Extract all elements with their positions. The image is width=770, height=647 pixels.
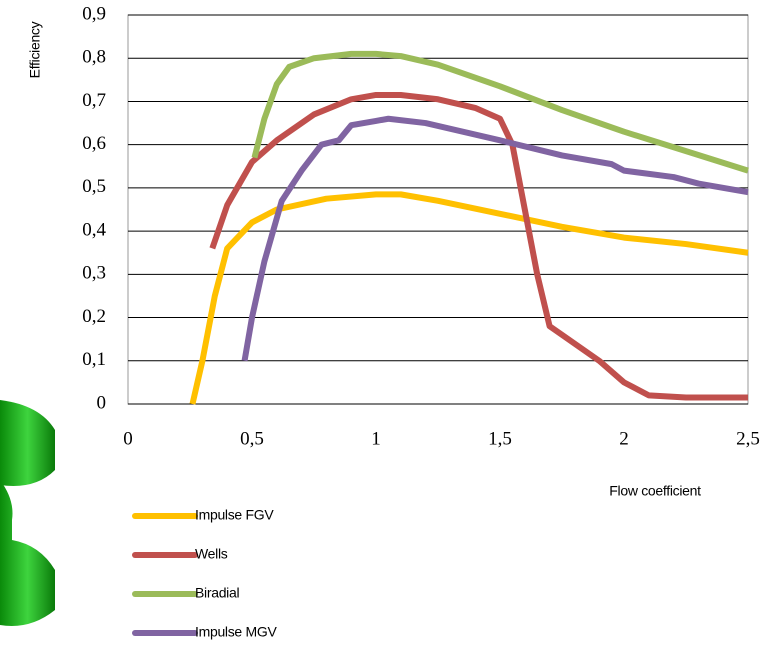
series-line [212, 95, 748, 398]
legend-label: Biradial [195, 585, 239, 601]
y-tick-label: 0,2 [82, 306, 106, 327]
series-line [254, 54, 748, 171]
turbine-illustration [0, 400, 55, 626]
legend-label: Impulse MGV [195, 624, 277, 640]
plot-frame [128, 15, 748, 404]
x-tick-label: 0,5 [240, 428, 264, 449]
y-tick-label: 0 [97, 392, 107, 413]
y-tick-label: 0,6 [82, 133, 106, 154]
x-tick-label: 0 [123, 428, 133, 449]
y-tick-label: 0,8 [82, 47, 106, 68]
x-tick-label: 2 [619, 428, 629, 449]
legend-label: Impulse FGV [195, 507, 274, 523]
x-tick-label: 1 [371, 428, 381, 449]
y-axis-label: Efficiency [27, 21, 43, 78]
legend-label: Wells [195, 546, 228, 562]
x-tick-label: 1,5 [488, 428, 512, 449]
y-tick-label: 0,4 [82, 219, 106, 240]
x-axis-label: Flow coefficient [609, 483, 701, 499]
chart: Efficiency Flow coefficient 0 0,1 0,2 0,3 0,… [0, 0, 770, 647]
y-tick-label: 0,3 [82, 263, 106, 284]
x-tick-label: 2,5 [736, 428, 760, 449]
y-tick-label: 0,5 [82, 176, 106, 197]
y-tick-label: 0,9 [82, 3, 106, 24]
y-tick-label: 0,1 [82, 349, 106, 370]
y-tick-label: 0,7 [82, 90, 106, 111]
